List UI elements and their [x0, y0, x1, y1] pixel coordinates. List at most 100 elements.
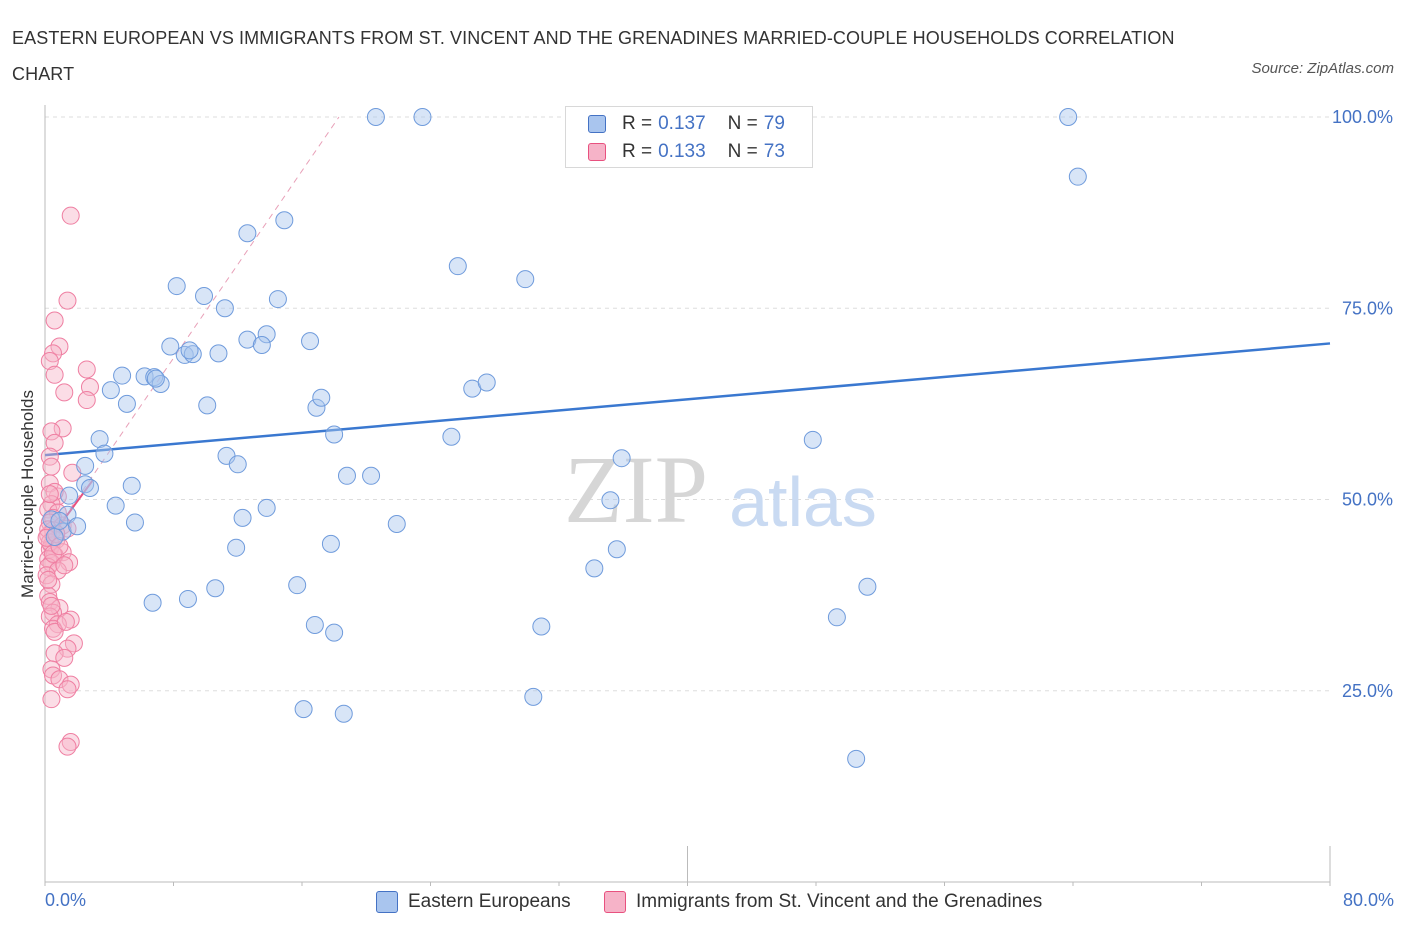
- y-axis-label: Married-couple Households: [18, 390, 37, 598]
- legend-n-value-eastern: 79: [763, 113, 785, 134]
- point-eastern: [827, 608, 846, 627]
- point-eastern: [90, 430, 109, 449]
- point-eastern: [268, 290, 287, 309]
- point-eastern: [275, 211, 294, 230]
- point-eastern: [167, 277, 186, 296]
- legend-row-immigrants: R = 0.133 N = 73: [588, 140, 785, 164]
- point-eastern: [294, 700, 313, 719]
- point-eastern: [803, 430, 822, 449]
- point-eastern: [238, 224, 257, 243]
- legend-r-value-eastern: 0.137: [658, 113, 706, 134]
- point-eastern: [206, 579, 225, 598]
- bottom-legend-label-immigrants: Immigrants from St. Vincent and the Gren…: [636, 891, 1043, 912]
- point-immigrants: [53, 419, 72, 438]
- point-eastern: [612, 449, 631, 468]
- point-immigrants: [50, 537, 69, 556]
- point-eastern: [125, 513, 144, 532]
- point-eastern: [95, 444, 114, 463]
- point-eastern: [321, 534, 340, 553]
- point-eastern: [448, 257, 467, 276]
- point-eastern: [387, 514, 406, 533]
- bottom-legend-swatch-immigrants: [604, 891, 626, 913]
- point-eastern: [312, 388, 331, 407]
- point-eastern: [135, 367, 154, 386]
- point-immigrants: [42, 690, 61, 709]
- point-eastern: [215, 299, 234, 318]
- point-eastern: [146, 369, 165, 388]
- bottom-legend-eastern: Eastern Europeans: [376, 890, 571, 914]
- point-eastern: [227, 538, 246, 557]
- bottom-legend-immigrants: Immigrants from St. Vincent and the Gren…: [604, 890, 1042, 914]
- point-eastern: [585, 559, 604, 578]
- point-eastern: [113, 366, 132, 385]
- point-eastern: [334, 704, 353, 723]
- point-eastern: [366, 108, 385, 126]
- point-eastern: [257, 325, 276, 344]
- point-eastern: [1059, 108, 1078, 126]
- legend-n-value-immigrants: 73: [763, 141, 785, 162]
- point-eastern: [442, 427, 461, 446]
- point-immigrants: [42, 457, 61, 476]
- point-immigrants: [56, 612, 75, 631]
- point-eastern: [68, 517, 87, 536]
- point-eastern: [80, 479, 99, 498]
- y-tick-label: 75.0%: [1342, 298, 1393, 318]
- point-eastern: [307, 398, 326, 417]
- watermark-zip: ZIP: [564, 436, 708, 543]
- point-immigrants: [45, 311, 64, 330]
- point-eastern: [601, 491, 620, 510]
- point-eastern: [50, 511, 69, 530]
- point-eastern: [301, 332, 320, 351]
- x-axis-min-label: 0.0%: [45, 890, 87, 910]
- point-eastern: [1068, 167, 1087, 186]
- y-tick-label: 100.0%: [1332, 107, 1393, 127]
- x-axis-max-label: 80.0%: [1342, 890, 1394, 910]
- bottom-legend-label-eastern: Eastern Europeans: [408, 891, 571, 912]
- point-eastern: [151, 374, 170, 393]
- point-eastern: [180, 341, 199, 360]
- point-immigrants: [40, 485, 59, 504]
- point-eastern: [858, 577, 877, 596]
- point-eastern: [337, 466, 356, 485]
- point-eastern: [198, 396, 217, 415]
- point-immigrants: [55, 383, 74, 402]
- point-immigrants: [58, 291, 77, 310]
- point-immigrants: [40, 474, 59, 493]
- point-eastern: [252, 335, 271, 354]
- legend-swatch-eastern: [588, 115, 606, 133]
- legend-r-value-immigrants: 0.133: [658, 141, 706, 162]
- y-tick-labels: 25.0% 50.0% 75.0% 100.0%: [1332, 107, 1393, 701]
- series-immigrants-points: [37, 206, 99, 756]
- point-immigrants: [77, 360, 96, 379]
- point-immigrants: [61, 206, 80, 225]
- point-eastern: [257, 498, 276, 517]
- point-immigrants: [58, 737, 77, 756]
- point-eastern: [362, 466, 381, 485]
- legend-n-label: N =: [727, 113, 758, 134]
- point-eastern: [413, 108, 432, 126]
- point-eastern: [477, 373, 496, 392]
- point-eastern: [106, 496, 125, 515]
- point-immigrants: [39, 586, 58, 605]
- point-eastern: [161, 337, 180, 356]
- point-eastern: [45, 527, 64, 546]
- axes: [44, 105, 1331, 886]
- point-immigrants: [42, 422, 61, 441]
- point-immigrants: [77, 391, 96, 410]
- point-immigrants: [39, 570, 58, 589]
- legend-row-eastern: R = 0.137 N = 79: [588, 112, 785, 136]
- point-eastern: [607, 540, 626, 559]
- point-eastern: [325, 623, 344, 642]
- point-eastern: [195, 287, 214, 306]
- legend-n-label: N =: [727, 141, 758, 162]
- legend-r-label: R =: [622, 113, 653, 134]
- point-immigrants: [55, 648, 74, 667]
- point-eastern: [101, 381, 120, 400]
- point-eastern: [305, 615, 324, 634]
- y-tick-label: 50.0%: [1342, 490, 1393, 510]
- point-eastern: [847, 749, 866, 768]
- bottom-legend-swatch-eastern: [376, 891, 398, 913]
- point-eastern: [117, 394, 136, 413]
- point-eastern: [228, 455, 247, 474]
- point-immigrants: [45, 622, 64, 641]
